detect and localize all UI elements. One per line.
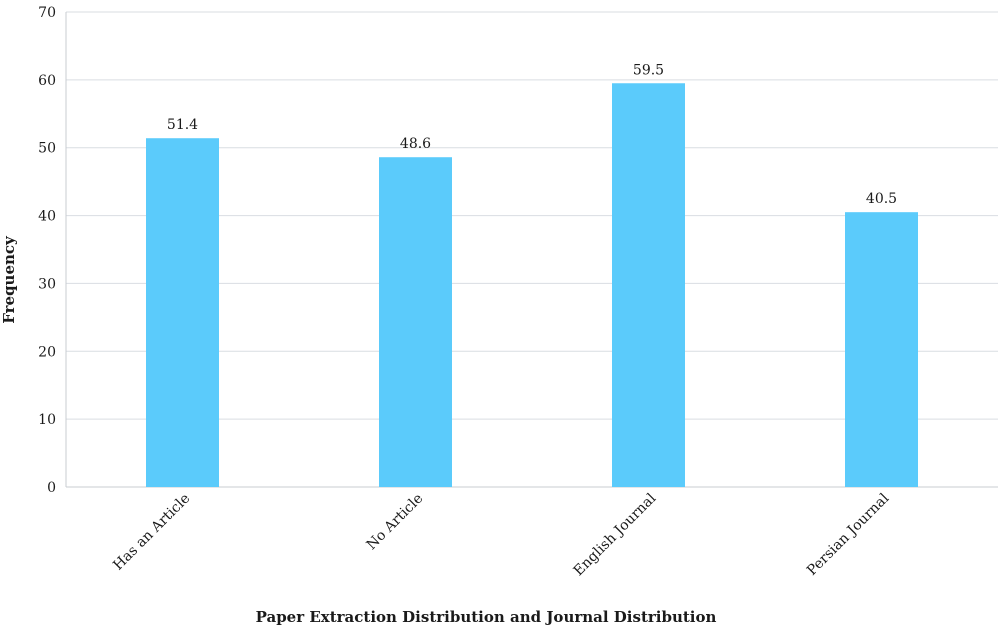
bar: [612, 83, 685, 487]
x-tick-label: No Article: [364, 491, 427, 554]
x-tick-label: Has an Article: [110, 491, 193, 574]
y-tick-label: 50: [38, 141, 56, 157]
bars: [146, 83, 918, 487]
bar: [379, 157, 452, 487]
x-axis-ticks: Has an Article No Article English Journal P…: [110, 490, 892, 579]
x-tick-label: Persian Journal: [804, 490, 893, 579]
data-labels: 51.4 48.6 59.5 40.5: [167, 62, 897, 207]
x-axis-title: Paper Extraction Distribution and Journa…: [256, 608, 717, 626]
y-tick-label: 20: [38, 344, 56, 360]
y-tick-label: 30: [38, 276, 56, 292]
y-tick-label: 10: [38, 412, 56, 428]
y-tick-label: 70: [38, 5, 56, 21]
bar: [845, 212, 918, 487]
y-tick-label: 60: [38, 73, 56, 89]
bar-data-label: 59.5: [633, 62, 664, 78]
y-tick-label: 40: [38, 209, 56, 225]
x-tick-label: English Journal: [571, 490, 660, 579]
bar: [146, 138, 219, 487]
y-tick-label: 0: [47, 480, 56, 496]
bar-data-label: 48.6: [400, 136, 431, 152]
y-axis-title: Frequency: [0, 235, 18, 324]
bar-data-label: 40.5: [866, 191, 897, 207]
bar-data-label: 51.4: [167, 117, 198, 133]
gridlines: [65, 11, 998, 488]
y-axis-ticks: 0 10 20 30 40 50 60 70: [38, 5, 56, 496]
